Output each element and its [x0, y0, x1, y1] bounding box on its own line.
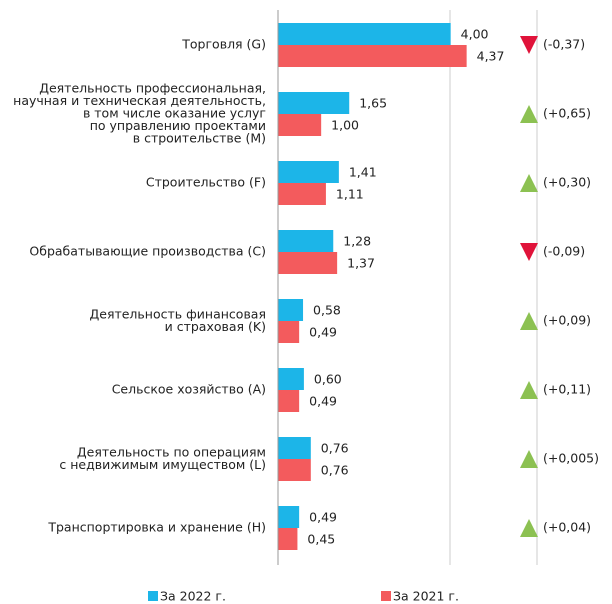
change-label: (-0,37) — [543, 37, 585, 52]
bar — [278, 299, 304, 321]
bar — [278, 528, 298, 550]
category-label: по управлению проектами — [90, 118, 266, 133]
category-label: Транспортировка и хранение (H) — [47, 520, 266, 535]
value-label: 1,00 — [331, 118, 359, 133]
bar — [278, 252, 338, 274]
bar — [278, 161, 339, 183]
legend-label: За 2021 г. — [393, 589, 459, 604]
change-marker — [520, 450, 538, 468]
value-label: 0,49 — [309, 394, 337, 409]
bar — [278, 45, 467, 67]
category-label: Торговля (G) — [181, 37, 266, 52]
value-label: 0,76 — [321, 463, 349, 478]
value-label: 0,76 — [321, 441, 349, 456]
change-marker — [520, 243, 538, 261]
bar — [278, 321, 300, 343]
change-marker — [520, 36, 538, 54]
bar — [278, 506, 300, 528]
change-label: (+0,09) — [543, 313, 591, 328]
category-label: с недвижимым имуществом (L) — [59, 457, 266, 472]
category-label: Деятельность финансовая — [89, 306, 266, 321]
bar — [278, 390, 300, 412]
value-label: 0,49 — [309, 510, 337, 525]
value-label: 1,41 — [349, 165, 377, 180]
value-label: 0,49 — [309, 325, 337, 340]
bar — [278, 92, 350, 114]
bar — [278, 183, 326, 205]
bar — [278, 230, 334, 252]
change-marker — [520, 381, 538, 399]
change-marker — [520, 312, 538, 330]
value-label: 0,45 — [307, 532, 335, 547]
value-label: 0,60 — [314, 372, 342, 387]
bar — [278, 23, 451, 45]
category-label: Деятельность профессиональная, — [39, 81, 266, 96]
category-label: в строительстве (M) — [133, 131, 266, 146]
bar — [278, 368, 304, 390]
legend-swatch — [148, 591, 158, 601]
value-label: 0,58 — [313, 303, 341, 318]
value-label: 1,65 — [359, 96, 387, 111]
category-label: Обрабатывающие производства (C) — [29, 244, 266, 259]
category-label: научная и техническая деятельность, — [13, 93, 266, 108]
category-label: в том числе оказание услуг — [83, 106, 266, 121]
change-marker — [520, 174, 538, 192]
value-label: 1,11 — [336, 187, 364, 202]
category-label: Сельское хозяйство (A) — [112, 382, 266, 397]
category-label: Строительство (F) — [146, 175, 266, 190]
legend-swatch — [381, 591, 391, 601]
value-label: 1,37 — [347, 256, 375, 271]
category-label: Деятельность по операциям — [77, 444, 266, 459]
change-marker — [520, 519, 538, 537]
value-label: 4,37 — [477, 49, 505, 64]
bar — [278, 437, 311, 459]
category-label: и страховая (K) — [165, 319, 266, 334]
change-label: (+0,04) — [543, 520, 591, 535]
change-label: (-0,09) — [543, 244, 585, 259]
bar — [278, 114, 322, 136]
change-label: (+0,65) — [543, 106, 591, 121]
change-label: (+0,30) — [543, 175, 591, 190]
value-label: 1,28 — [343, 234, 371, 249]
legend-label: За 2022 г. — [160, 589, 226, 604]
value-label: 4,00 — [461, 27, 489, 42]
change-label: (+0,11) — [543, 382, 591, 397]
bar — [278, 459, 311, 481]
change-label: (+0,005) — [543, 451, 599, 466]
change-marker — [520, 105, 538, 123]
